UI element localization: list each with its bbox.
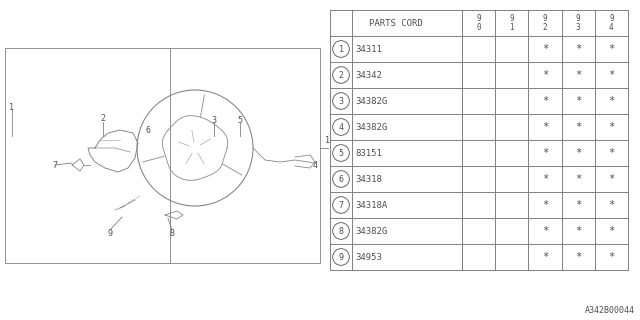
Text: 2: 2: [339, 70, 344, 79]
Text: 34382G: 34382G: [355, 227, 387, 236]
Text: *: *: [542, 252, 548, 262]
Text: 4: 4: [339, 123, 344, 132]
Text: *: *: [575, 44, 581, 54]
Text: 34318A: 34318A: [355, 201, 387, 210]
Bar: [5, 48, 320, 263]
Text: *: *: [608, 226, 614, 236]
Text: 5: 5: [237, 116, 243, 124]
Text: *: *: [575, 226, 581, 236]
Text: *: *: [542, 226, 548, 236]
Text: *: *: [575, 148, 581, 158]
Text: 83151: 83151: [355, 148, 382, 157]
Text: *: *: [575, 70, 581, 80]
Text: 3: 3: [339, 97, 344, 106]
Text: 1: 1: [10, 102, 15, 111]
Text: *: *: [608, 122, 614, 132]
Text: *: *: [575, 96, 581, 106]
Text: 34311: 34311: [355, 44, 382, 53]
Text: *: *: [575, 252, 581, 262]
Text: 2: 2: [100, 114, 106, 123]
Text: *: *: [608, 200, 614, 210]
Text: *: *: [542, 200, 548, 210]
Text: 9
1: 9 1: [509, 14, 514, 32]
Text: *: *: [608, 148, 614, 158]
Text: 9: 9: [339, 252, 344, 261]
Text: 9
4: 9 4: [609, 14, 614, 32]
Text: 34953: 34953: [355, 252, 382, 261]
Text: 6: 6: [339, 174, 344, 183]
Text: *: *: [542, 70, 548, 80]
Text: 9
2: 9 2: [543, 14, 547, 32]
Text: *: *: [542, 148, 548, 158]
Text: *: *: [608, 44, 614, 54]
Text: 9: 9: [108, 228, 113, 237]
Text: 4: 4: [312, 161, 317, 170]
Text: 9
0: 9 0: [476, 14, 481, 32]
Text: A342B00044: A342B00044: [585, 306, 635, 315]
Text: PARTS CORD: PARTS CORD: [369, 19, 423, 28]
Text: 9
3: 9 3: [576, 14, 580, 32]
Text: *: *: [542, 174, 548, 184]
Text: *: *: [542, 122, 548, 132]
Text: *: *: [575, 122, 581, 132]
Text: 1: 1: [325, 136, 330, 145]
Text: *: *: [608, 70, 614, 80]
Text: 6: 6: [145, 125, 150, 134]
Text: 5: 5: [339, 148, 344, 157]
Text: 3: 3: [211, 116, 216, 124]
Text: *: *: [608, 96, 614, 106]
Text: 34382G: 34382G: [355, 123, 387, 132]
Text: 8: 8: [170, 228, 175, 237]
Text: *: *: [575, 200, 581, 210]
Text: 34318: 34318: [355, 174, 382, 183]
Text: 34342: 34342: [355, 70, 382, 79]
Text: *: *: [575, 174, 581, 184]
Text: *: *: [542, 96, 548, 106]
Text: 8: 8: [339, 227, 344, 236]
Text: 34382G: 34382G: [355, 97, 387, 106]
Text: *: *: [608, 252, 614, 262]
Text: 7: 7: [52, 161, 58, 170]
Text: *: *: [542, 44, 548, 54]
Text: 7: 7: [339, 201, 344, 210]
Text: *: *: [608, 174, 614, 184]
Text: 1: 1: [339, 44, 344, 53]
